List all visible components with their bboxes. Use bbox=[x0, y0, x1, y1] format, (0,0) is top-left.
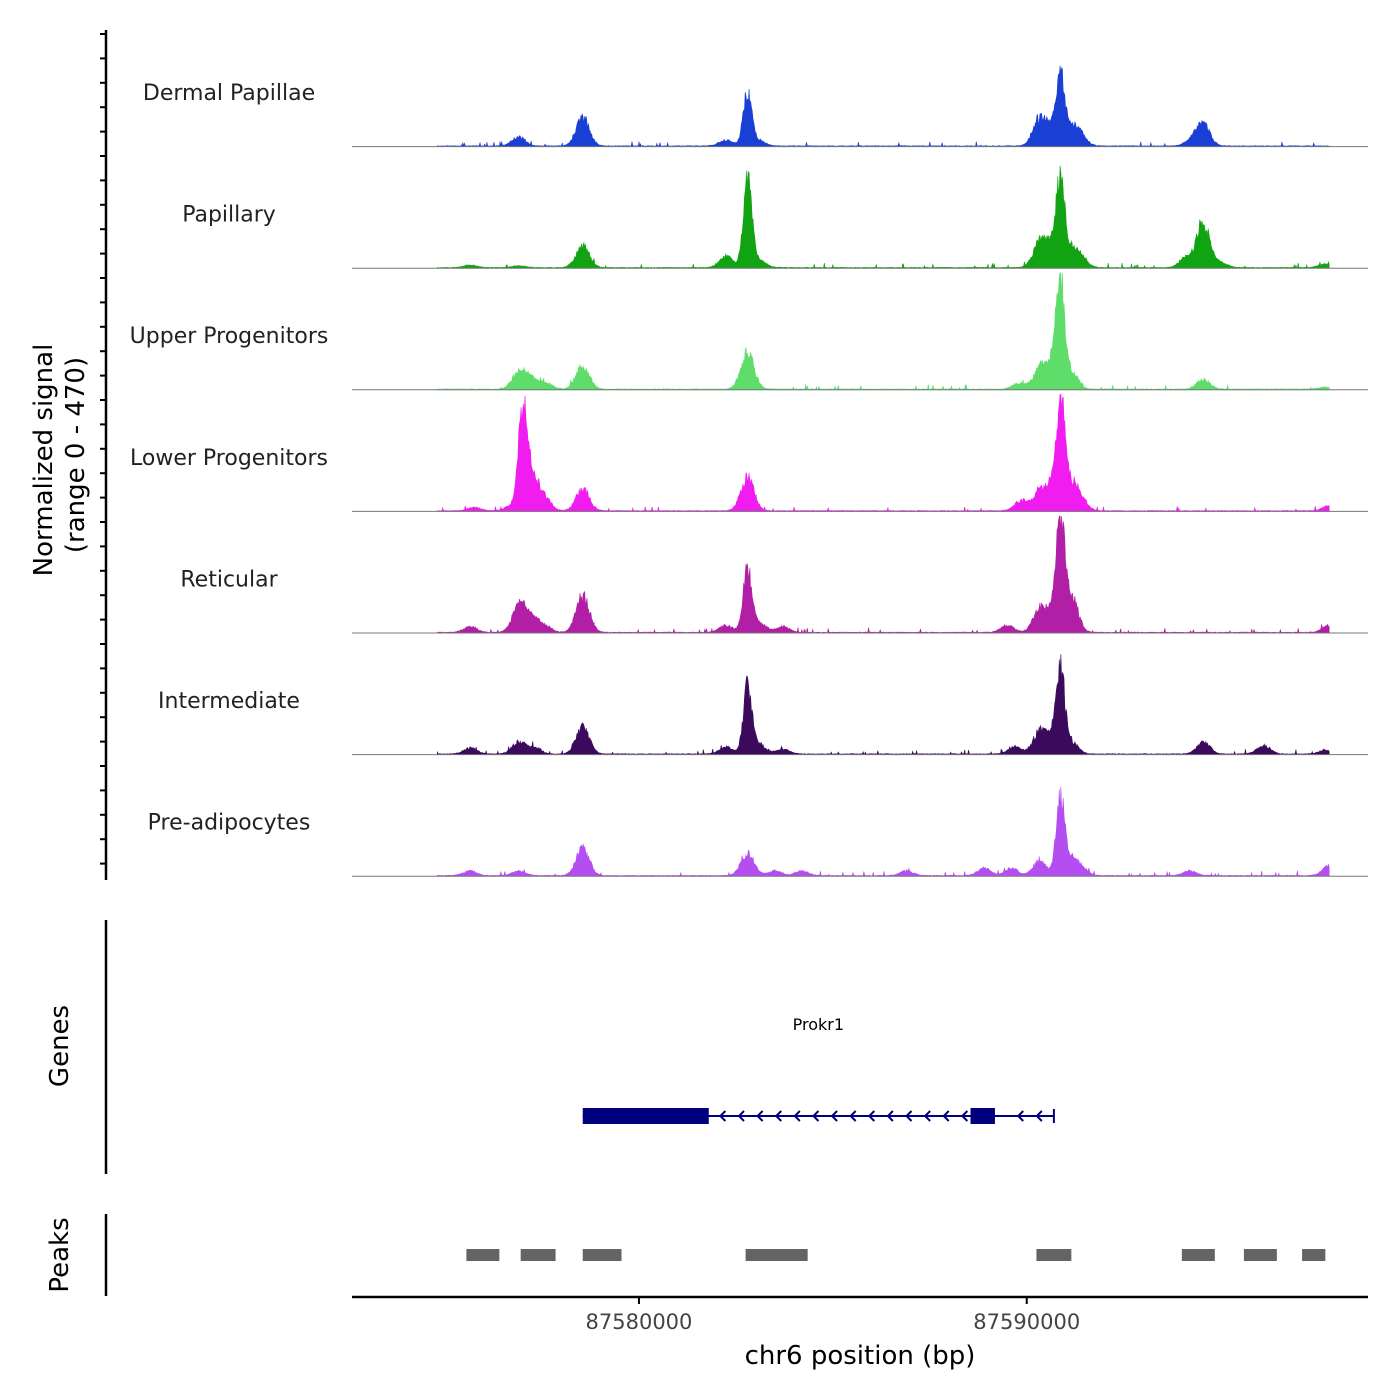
genes-track-title: Genes bbox=[45, 1005, 75, 1087]
signal-area bbox=[437, 165, 1330, 269]
peak-region-2 bbox=[582, 1249, 622, 1261]
signal-area bbox=[437, 654, 1330, 755]
strand-arrow bbox=[830, 1110, 838, 1122]
strand-arrow bbox=[756, 1110, 764, 1122]
signal-tracks: Dermal Papillae Papillary Upper Progenitor… bbox=[130, 65, 1368, 877]
strand-arrow bbox=[849, 1110, 857, 1122]
x-axis-ticks: 87580000 87590000 bbox=[586, 1297, 1080, 1334]
track-label: Lower Progenitors bbox=[130, 446, 328, 471]
track-label: Pre-adipocytes bbox=[148, 811, 311, 836]
strand-arrow bbox=[793, 1110, 801, 1122]
peak-region-7 bbox=[1243, 1249, 1277, 1261]
y-axis-ticks bbox=[100, 33, 106, 865]
peak-region-3 bbox=[745, 1249, 781, 1261]
track-label: Intermediate bbox=[158, 689, 300, 714]
strand-arrow bbox=[942, 1110, 950, 1122]
gene-track: Prokr1 bbox=[582, 1015, 1055, 1124]
strand-arrow bbox=[886, 1110, 894, 1122]
x-tick-label: 87590000 bbox=[973, 1310, 1080, 1334]
strand-arrow bbox=[1016, 1110, 1024, 1122]
peak-region-5 bbox=[1036, 1249, 1072, 1261]
y-axis-title-line1: Normalized signal bbox=[29, 344, 59, 577]
peak-region-8 bbox=[1302, 1249, 1326, 1261]
peak-track bbox=[466, 1249, 1326, 1261]
strand-arrow bbox=[867, 1110, 876, 1122]
peak-region-1 bbox=[520, 1249, 556, 1261]
strand-arrow bbox=[812, 1110, 820, 1122]
strand-arrow bbox=[905, 1110, 913, 1122]
peak-region-6 bbox=[1181, 1249, 1215, 1261]
track-reticular: Reticular bbox=[180, 515, 1368, 634]
gene-label-prokr1: Prokr1 bbox=[793, 1015, 844, 1034]
gene-exon-0 bbox=[582, 1108, 709, 1124]
peak-region-4 bbox=[780, 1249, 808, 1261]
track-label: Reticular bbox=[180, 567, 278, 592]
track-dermal-papillae: Dermal Papillae bbox=[143, 65, 1368, 148]
track-lower-progenitors: Lower Progenitors bbox=[130, 394, 1368, 512]
x-tick-label: 87580000 bbox=[586, 1310, 693, 1334]
strand-arrow bbox=[774, 1110, 782, 1122]
track-label: Papillary bbox=[182, 203, 276, 228]
track-intermediate: Intermediate bbox=[158, 654, 1368, 756]
signal-area bbox=[437, 786, 1330, 877]
track-label: Dermal Papillae bbox=[143, 81, 315, 106]
signal-area bbox=[437, 515, 1330, 634]
signal-area bbox=[437, 272, 1330, 391]
y-axis-title-line2: (range 0 - 470) bbox=[61, 357, 91, 553]
strand-arrow bbox=[718, 1110, 727, 1122]
peaks-track-title: Peaks bbox=[45, 1217, 75, 1292]
gene-exon-1 bbox=[970, 1108, 995, 1124]
signal-area bbox=[437, 394, 1330, 512]
strand-arrow bbox=[1035, 1110, 1043, 1122]
peak-region-0 bbox=[466, 1249, 500, 1261]
strand-arrow bbox=[737, 1110, 745, 1122]
track-pre-adipocytes: Pre-adipocytes bbox=[148, 786, 1368, 877]
track-papillary: Papillary bbox=[182, 165, 1368, 269]
track-upper-progenitors: Upper Progenitors bbox=[130, 272, 1368, 391]
x-axis-title: chr6 position (bp) bbox=[745, 1341, 976, 1371]
strand-arrow bbox=[960, 1110, 969, 1122]
strand-arrow bbox=[923, 1110, 931, 1122]
signal-area bbox=[437, 65, 1330, 148]
track-label: Upper Progenitors bbox=[130, 324, 329, 349]
